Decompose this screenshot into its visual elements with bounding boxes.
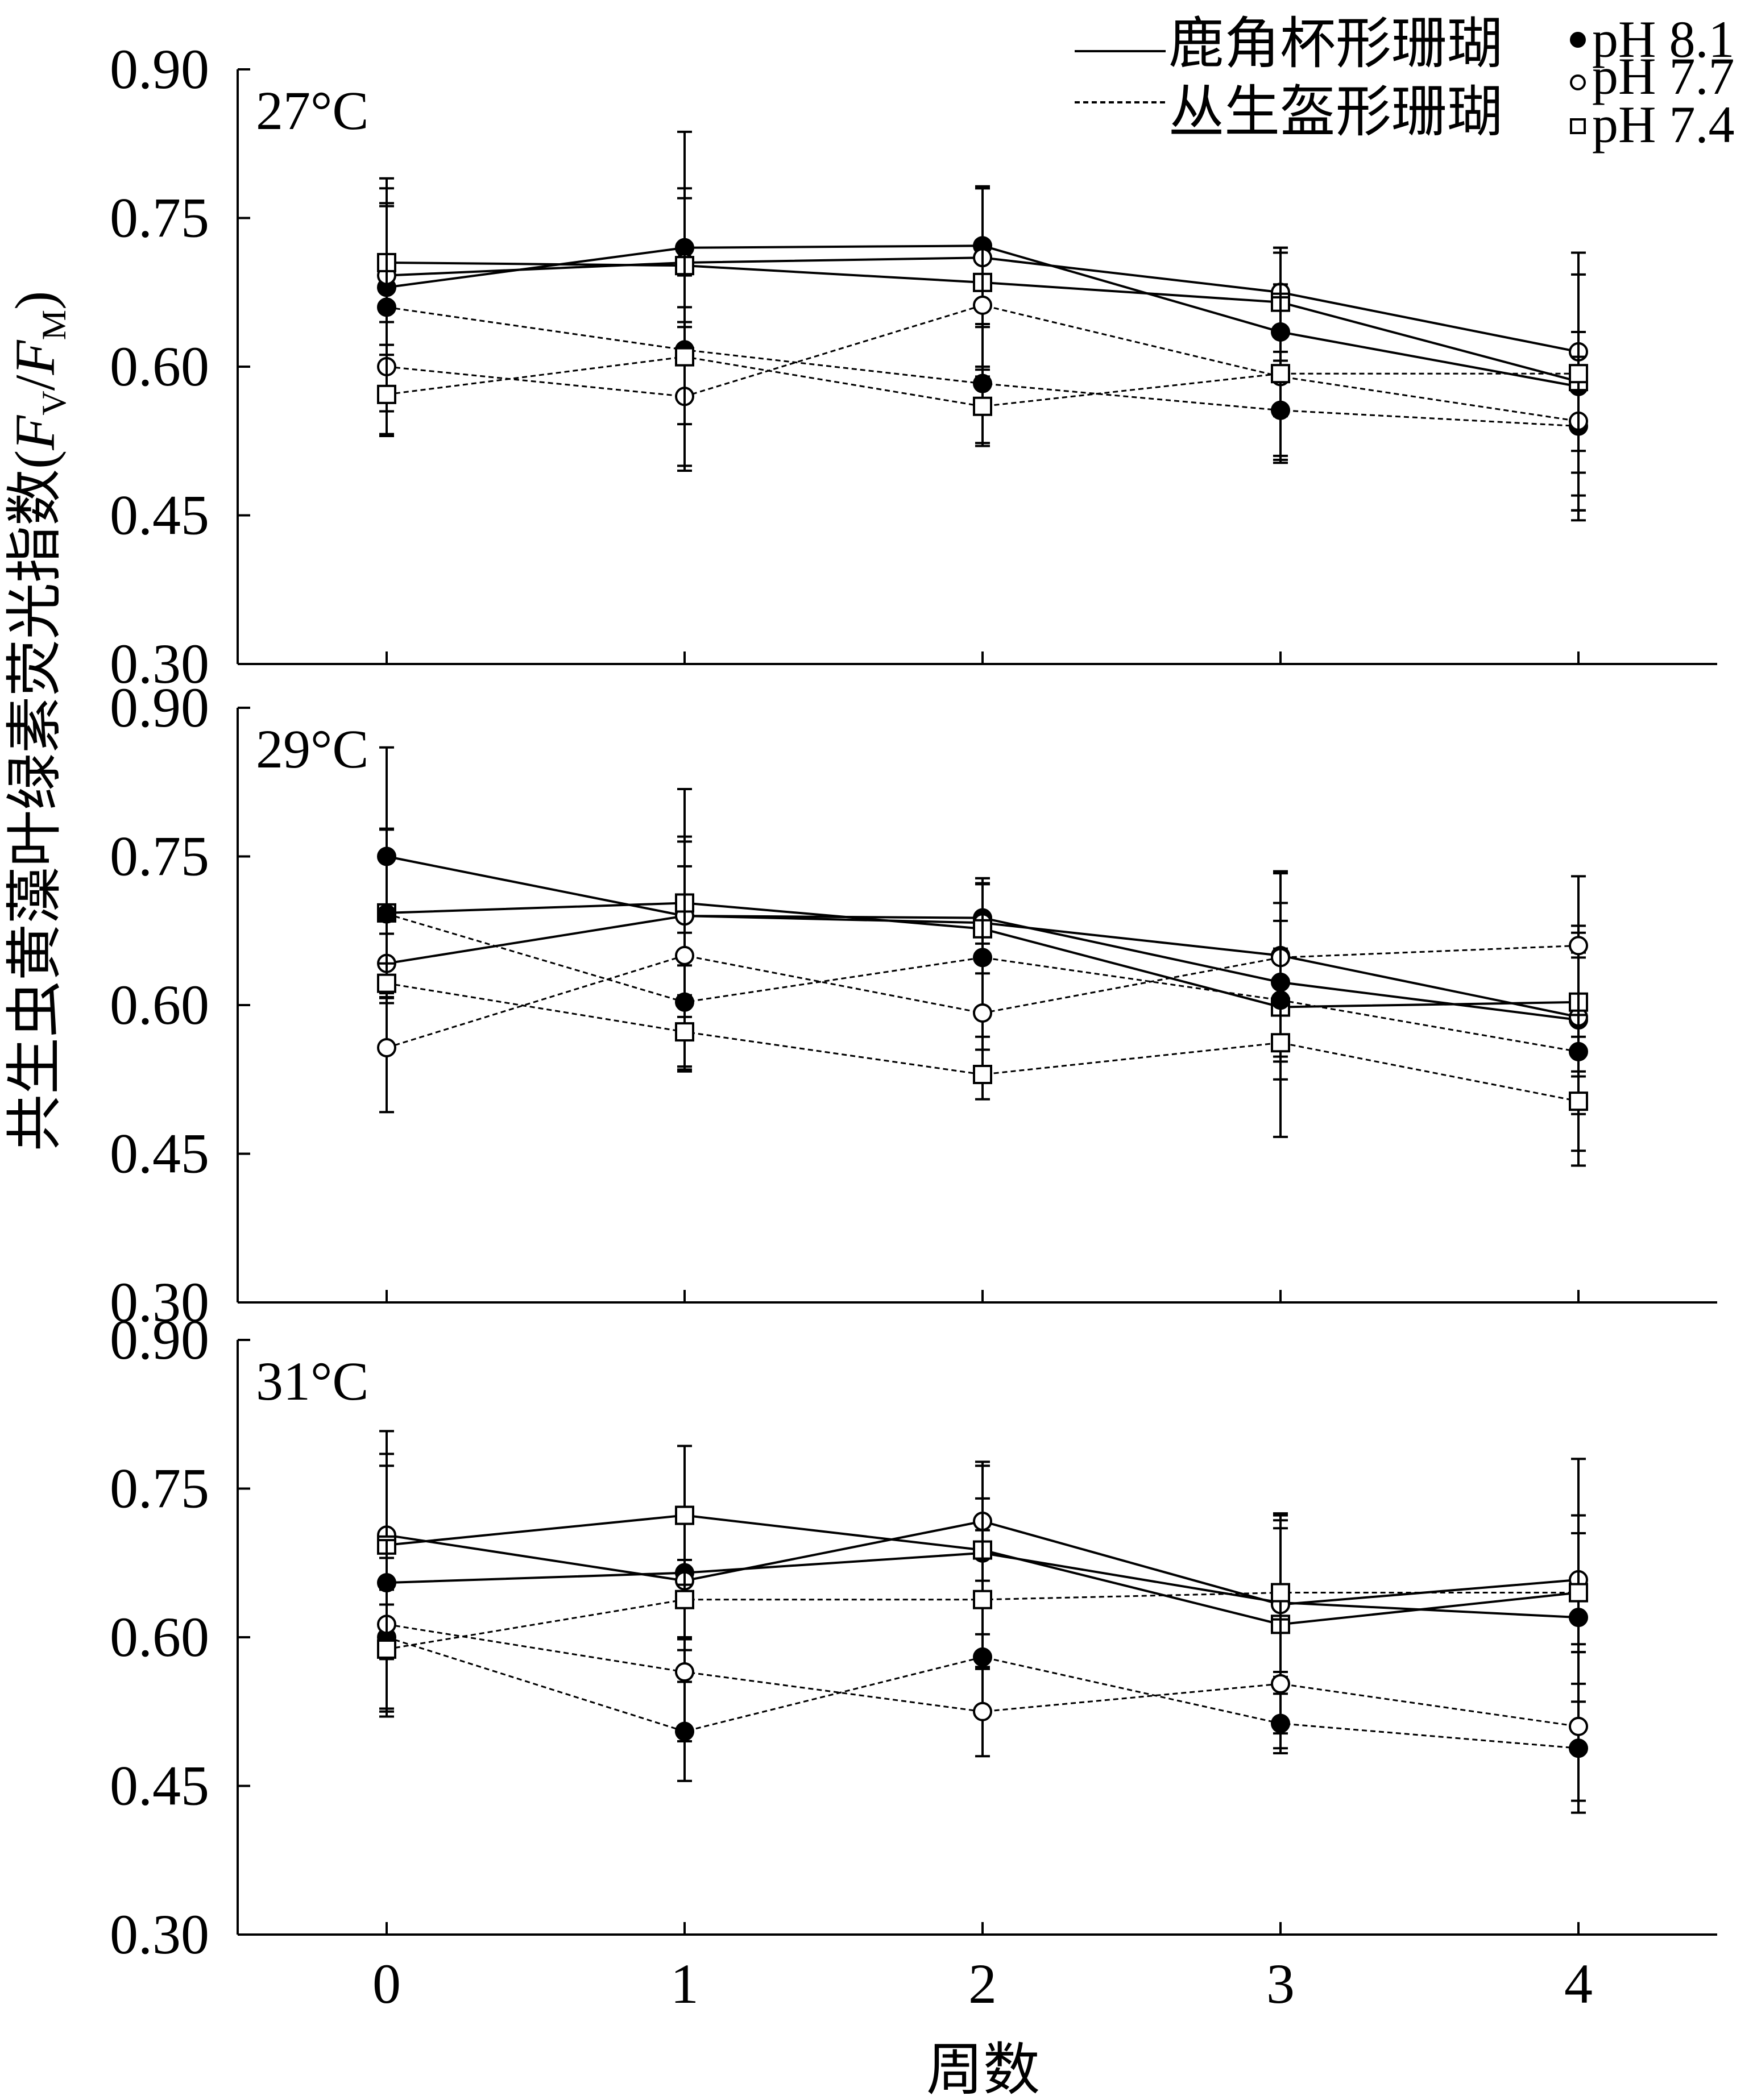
data-point-square [1569, 1583, 1588, 1603]
y-tick-label: 0.75 [110, 1457, 209, 1520]
x-tick-label: 4 [1564, 1952, 1593, 2015]
data-point-circle [377, 297, 396, 317]
data-point-circle [1569, 1716, 1588, 1736]
data-point-square [1271, 1583, 1290, 1603]
data-point-circle [973, 1701, 992, 1721]
y-tick-label: 0.90 [110, 676, 209, 739]
legend-open-circle-marker [1570, 74, 1586, 90]
data-point-square [377, 973, 396, 993]
x-tick-label: 1 [670, 1952, 699, 2015]
y-tick-label: 0.60 [110, 973, 209, 1036]
data-point-square [377, 384, 396, 404]
legend-ph-3-label: pH 7.4 [1592, 96, 1734, 153]
series-line [386, 1636, 1579, 1749]
data-point-square [1569, 364, 1588, 384]
series-line [386, 913, 1579, 1053]
y-axis-title: 共生虫黄藻叶绿素荧光指数(FV/FM) [3, 291, 73, 1151]
data-point-circle [675, 1662, 694, 1682]
y-tick-label: 0.30 [110, 1903, 209, 1966]
data-point-square [675, 1589, 694, 1609]
data-point-square [1271, 364, 1290, 384]
y-tick-label: 0.90 [110, 38, 209, 101]
data-point-circle [1569, 936, 1588, 956]
data-point-square [973, 1065, 992, 1085]
legend: 鹿角杯形珊瑚 丛生盔形珊瑚 pH 8.1 pH 7.7 pH 7.4 [1075, 10, 1734, 153]
data-point-circle [675, 945, 694, 965]
y-tick-label: 0.45 [110, 1754, 209, 1817]
data-point-square [1569, 1091, 1588, 1111]
series-6 [377, 947, 1588, 1167]
series-6 [377, 1512, 1588, 1710]
panel-label: 29°C [256, 719, 368, 779]
data-point-square [1271, 1033, 1290, 1053]
y-tick-label: 0.75 [110, 825, 209, 888]
y-tick-label: 0.90 [110, 1308, 209, 1371]
data-point-square [675, 347, 694, 367]
data-point-circle [973, 295, 992, 315]
data-point-circle [377, 904, 396, 924]
panels: 0.30 0.45 0.60 0.75 0.90 27°C 0.30 0.45 0.60 0.75… [110, 38, 1717, 2015]
y-tick-label: 0.30 [110, 632, 209, 695]
series-line [386, 982, 1579, 1102]
data-point-circle [1271, 1674, 1290, 1694]
legend-filled-circle-marker [1570, 32, 1586, 48]
data-point-square [973, 396, 992, 416]
x-tick-label: 0 [372, 1952, 401, 2015]
series-line [386, 1623, 1579, 1728]
panel-2: 0.30 0.45 0.60 0.75 0.90 29°C [110, 676, 1717, 1334]
legend-species-2-label: 丛生盔形珊瑚 [1168, 82, 1503, 143]
y-tick-label: 0.45 [110, 1122, 209, 1185]
y-tick-label: 0.60 [110, 335, 209, 398]
x-axis-title: 周数 [926, 2039, 1040, 2100]
data-point-circle [377, 1037, 396, 1057]
series-6 [377, 246, 1588, 474]
panel-1: 0.30 0.45 0.60 0.75 0.90 27°C [110, 38, 1717, 695]
legend-open-square-marker [1570, 118, 1586, 134]
legend-species-1-label: 鹿角杯形珊瑚 [1168, 14, 1503, 75]
data-point-square [973, 1589, 992, 1609]
data-point-square [377, 1639, 396, 1659]
panel-3: 0.30 0.45 0.60 0.75 0.90 0 1 2 3 4 31°C [110, 1308, 1717, 2015]
x-tick-label: 3 [1266, 1952, 1295, 2015]
data-point-circle [973, 1003, 992, 1023]
series-line [386, 356, 1578, 408]
panel-label: 27°C [256, 80, 368, 141]
y-tick-label: 0.60 [110, 1605, 209, 1669]
x-tick-label: 2 [968, 1952, 997, 2015]
series-line [386, 304, 1579, 422]
y-tick-label: 0.45 [110, 484, 209, 547]
y-tick-label: 0.30 [110, 1271, 209, 1334]
legend-ph-1-label: pH 8.1 [1592, 10, 1734, 68]
data-point-square [675, 1022, 694, 1042]
panel-label: 31°C [256, 1351, 368, 1412]
legend-ph-2-label: pH 7.7 [1592, 47, 1734, 105]
data-point-square [675, 1505, 694, 1525]
y-tick-label: 0.75 [110, 186, 209, 250]
